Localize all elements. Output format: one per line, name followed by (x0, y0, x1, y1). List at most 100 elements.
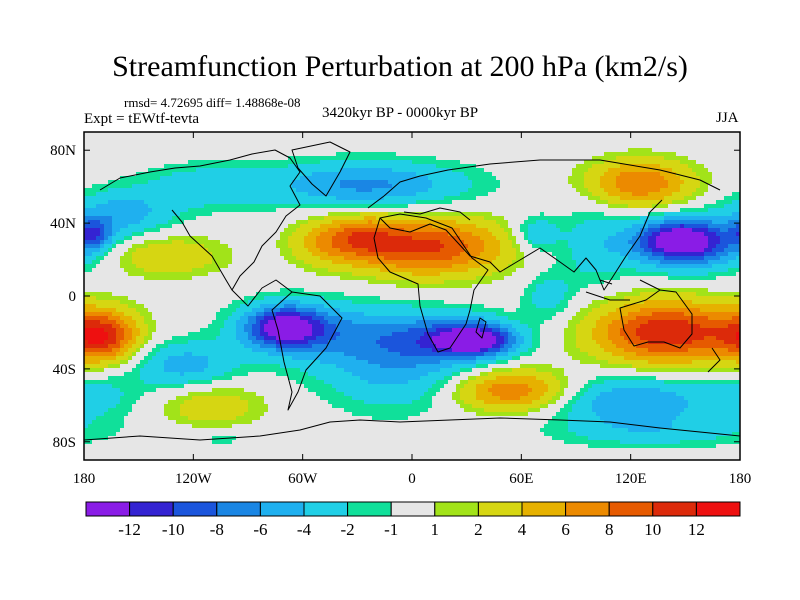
field-cell (592, 192, 609, 197)
field-cell (552, 252, 573, 257)
field-cell (136, 336, 145, 341)
field-cell (368, 248, 441, 253)
field-cell (232, 256, 285, 261)
field-cell (108, 180, 149, 185)
field-cell (348, 236, 413, 241)
field-cell (332, 404, 433, 409)
field-cell (412, 280, 445, 285)
field-cell (568, 424, 613, 429)
field-cell (608, 360, 649, 365)
field-cell (264, 316, 277, 321)
field-cell (520, 332, 533, 337)
field-cell (552, 436, 589, 441)
field-cell (84, 328, 105, 333)
field-cell (348, 240, 441, 245)
field-cell (416, 192, 461, 197)
field-cell (232, 300, 249, 305)
field-cell (624, 324, 641, 329)
field-cell (580, 320, 597, 325)
field-cell (432, 184, 473, 189)
field-cell (184, 220, 297, 225)
field-cell (616, 292, 641, 297)
field-cell (92, 184, 133, 189)
field-cell (416, 200, 453, 205)
field-cell (248, 332, 253, 337)
field-cell (432, 396, 453, 401)
field-cell (592, 308, 617, 313)
field-cell (84, 240, 101, 245)
field-cell (584, 160, 605, 165)
field-cell (220, 240, 277, 245)
colorbar-label: 8 (605, 520, 614, 539)
field-cell (616, 308, 641, 313)
field-cell (708, 260, 729, 265)
field-cell (84, 320, 101, 325)
field-cell (128, 348, 137, 353)
field-cell (256, 292, 345, 297)
field-cell (704, 248, 713, 253)
field-cell (524, 232, 529, 237)
field-cell (124, 332, 133, 337)
field-cell (124, 372, 141, 377)
field-cell (476, 224, 501, 229)
field-cell (536, 348, 565, 353)
field-cell (92, 260, 101, 265)
field-cell (556, 256, 573, 261)
field-cell (556, 224, 577, 229)
field-cell (100, 248, 109, 253)
field-cell (264, 328, 313, 333)
field-cell (656, 240, 709, 245)
field-cell (488, 348, 501, 353)
field-cell (380, 336, 421, 341)
field-cell (316, 236, 333, 241)
field-cell (208, 356, 293, 361)
field-cell (120, 256, 133, 261)
field-cell (544, 432, 577, 437)
field-cell (376, 276, 477, 281)
field-cell (224, 372, 249, 377)
field-cell (648, 256, 665, 261)
field-cell (100, 244, 105, 249)
season-label: JJA (716, 110, 739, 126)
field-cell (428, 176, 469, 181)
field-cell (704, 192, 733, 197)
field-cell (96, 264, 121, 269)
colorbar-label: -6 (253, 520, 267, 539)
field-cell (464, 240, 485, 245)
field-cell (84, 212, 149, 217)
field-cell (548, 384, 561, 389)
field-cell (100, 232, 105, 237)
field-cell (624, 296, 740, 301)
field-cell (732, 212, 740, 217)
field-cell (280, 232, 293, 237)
field-cell (140, 360, 149, 365)
field-cell (240, 364, 281, 369)
field-cell (580, 388, 589, 393)
field-cell (640, 336, 705, 341)
field-cell (452, 396, 461, 401)
field-cell (564, 344, 577, 349)
field-cell (112, 348, 121, 353)
field-cell (352, 264, 397, 269)
field-cell (108, 248, 113, 253)
field-cell (444, 196, 477, 201)
field-cell (636, 268, 729, 273)
field-cell (312, 172, 417, 177)
field-cell (516, 340, 525, 345)
field-cell (112, 240, 117, 245)
field-cell (156, 324, 209, 329)
field-cell (492, 232, 509, 237)
field-cell (704, 252, 717, 257)
field-cell (324, 304, 413, 309)
coast-africa (373, 213, 489, 353)
field-cell (496, 236, 509, 241)
field-cell (248, 404, 269, 409)
field-cell (412, 236, 461, 241)
field-cell (572, 404, 593, 409)
field-cell (540, 248, 573, 253)
field-cell (284, 256, 297, 261)
field-cell (108, 332, 117, 337)
field-cell (540, 408, 561, 413)
x-tick-label: 120W (175, 471, 213, 487)
field-cell (716, 252, 729, 257)
